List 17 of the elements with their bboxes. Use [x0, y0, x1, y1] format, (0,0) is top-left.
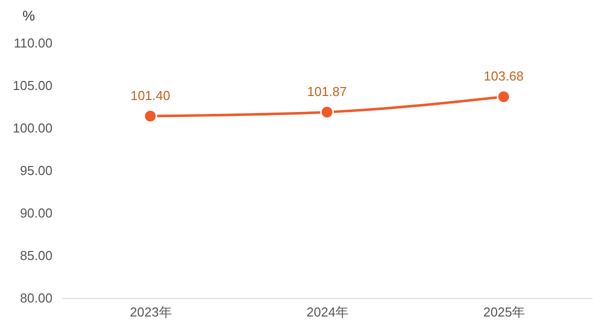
- data-label: 103.68: [484, 68, 524, 84]
- point: [143, 109, 158, 123]
- data-label: 101.40: [130, 88, 170, 104]
- y-tick-label: 110.00: [14, 36, 52, 50]
- y-tick-label: 105.00: [12, 78, 52, 93]
- x-tick-label: 2023年: [130, 304, 172, 320]
- y-axis-title: %: [22, 8, 35, 24]
- y-tick-label: 85.00: [20, 248, 52, 263]
- y-tick-label: 80.00: [20, 290, 52, 306]
- point: [320, 105, 334, 119]
- point: [496, 90, 511, 104]
- y-tick-label: 95.00: [20, 163, 52, 178]
- y-tick-label: 90.00: [20, 206, 52, 220]
- y-tick-label: 100.00: [12, 120, 52, 136]
- x-tick-label: 2024年: [306, 304, 348, 320]
- x-tick-label: 2025年: [483, 304, 526, 320]
- data-label: 101.87: [307, 84, 347, 100]
